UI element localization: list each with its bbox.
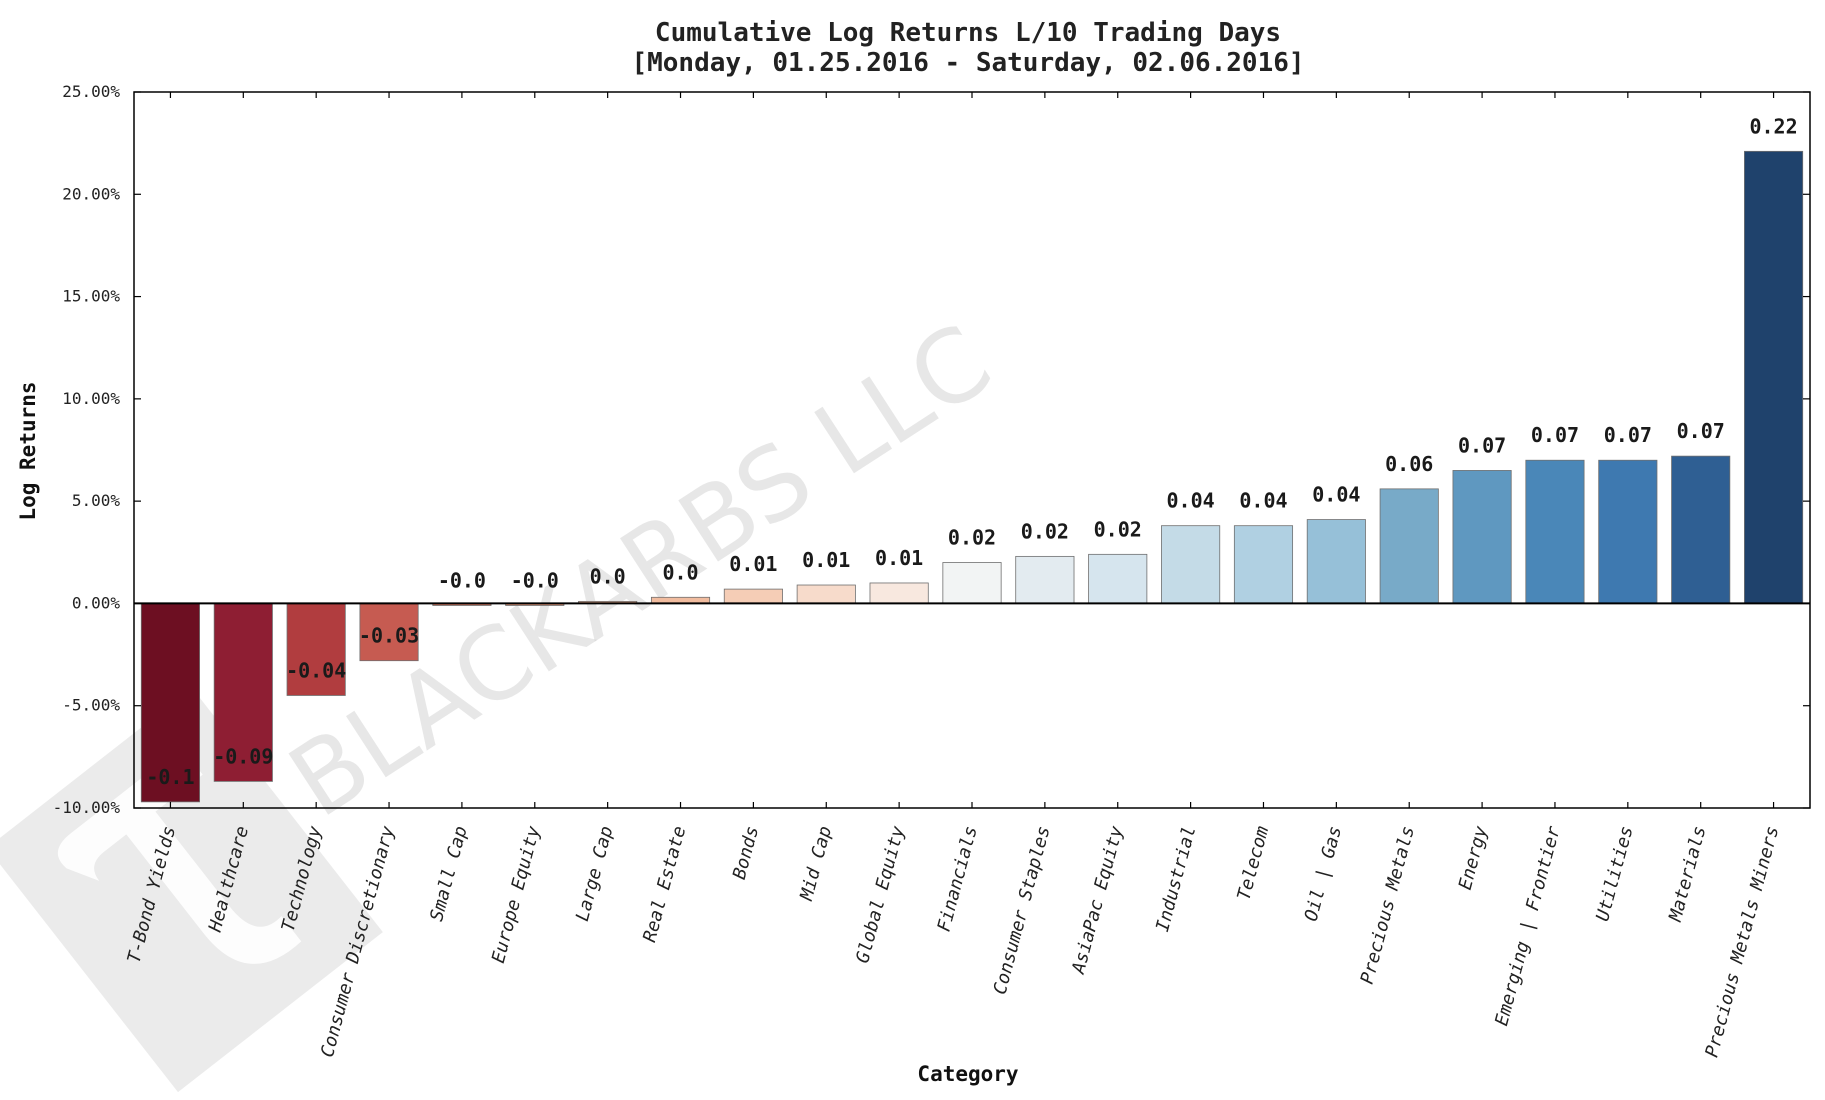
bar-value-label: 0.02 bbox=[1094, 517, 1142, 541]
x-tick-label: Oil | Gas bbox=[1301, 824, 1347, 924]
bar bbox=[359, 603, 419, 662]
bar-value-label: -0.04 bbox=[286, 658, 346, 682]
bar-value-label: 0.01 bbox=[802, 548, 850, 572]
x-tick-label: Europe Equity bbox=[488, 824, 545, 966]
y-axis-title: Log Returns bbox=[16, 381, 40, 520]
bar bbox=[1525, 459, 1585, 604]
bar-value-label: 0.07 bbox=[1458, 433, 1506, 457]
bar-value-label: 0.02 bbox=[948, 526, 996, 550]
chart-subtitle: [Monday, 01.25.2016 - Saturday, 02.06.20… bbox=[631, 48, 1304, 78]
bar bbox=[1379, 488, 1439, 604]
bar-value-label: 0.07 bbox=[1531, 423, 1579, 447]
y-tick-label: 15.00% bbox=[62, 287, 120, 306]
bar bbox=[1161, 525, 1221, 604]
y-tick-label: 0.00% bbox=[72, 593, 121, 612]
bars-group bbox=[140, 150, 1804, 803]
bar bbox=[1671, 455, 1731, 604]
x-tick-label: Precious Metals Miners bbox=[1701, 824, 1783, 1060]
y-axis: -10.00% -5.00% 0.00% 5.00% 10.00% 15.00% 20.00… bbox=[53, 82, 1810, 817]
bar-value-label: -0.0 bbox=[511, 568, 559, 592]
x-tick-label: Telecom bbox=[1233, 824, 1273, 903]
y-tick-label: -10.00% bbox=[53, 798, 121, 817]
bar-value-label: 0.22 bbox=[1749, 114, 1797, 138]
bar bbox=[1452, 470, 1512, 604]
tau-logo-icon bbox=[0, 687, 383, 1093]
bar bbox=[140, 603, 200, 803]
x-tick-label: Industrial bbox=[1152, 824, 1200, 934]
y-tick-label: -5.00% bbox=[62, 696, 120, 715]
y-tick-label: 20.00% bbox=[62, 184, 120, 203]
bar bbox=[1015, 555, 1075, 604]
bar-value-label: 0.07 bbox=[1677, 419, 1725, 443]
bar bbox=[1598, 459, 1658, 604]
x-tick-label: AsiaPac Equity bbox=[1068, 824, 1128, 977]
x-tick-label: Global Equity bbox=[852, 824, 909, 966]
x-tick-label: Mid Cap bbox=[796, 824, 836, 904]
bar-value-label: 0.07 bbox=[1604, 423, 1652, 447]
bar bbox=[286, 603, 346, 696]
bar bbox=[869, 582, 929, 604]
bar-value-label: -0.1 bbox=[146, 765, 194, 789]
chart-title: Cumulative Log Returns L/10 Trading Days bbox=[655, 18, 1281, 48]
bar bbox=[1306, 519, 1366, 604]
bar-labels-group: -0.1 -0.09 -0.04 -0.03 -0.0 -0.0 0.0 0.0 0.01 0.0… bbox=[146, 114, 1797, 789]
bar-value-label: 0.04 bbox=[1167, 489, 1215, 513]
x-tick-label: Precious Metals bbox=[1357, 824, 1419, 986]
x-tick-label: Financials bbox=[933, 824, 981, 934]
y-tick-label: 10.00% bbox=[62, 389, 120, 408]
bar-value-label: -0.0 bbox=[438, 568, 486, 592]
bar-value-label: 0.01 bbox=[729, 552, 777, 576]
y-tick-label: 25.00% bbox=[62, 82, 120, 101]
bar-value-label: -0.09 bbox=[213, 744, 273, 768]
x-tick-label: Materials bbox=[1665, 824, 1711, 925]
bar-value-label: 0.0 bbox=[590, 564, 626, 588]
x-tick-label: Consumer Staples bbox=[990, 824, 1055, 997]
bar-value-label: 0.01 bbox=[875, 546, 923, 570]
x-tick-label: Real Estate bbox=[639, 824, 690, 945]
x-tick-label: Small Cap bbox=[426, 824, 472, 924]
y-tick-label: 5.00% bbox=[72, 491, 121, 510]
x-axis-title: Category bbox=[917, 1062, 1019, 1086]
bar bbox=[213, 603, 273, 782]
bar-value-label: -0.03 bbox=[359, 624, 419, 648]
bar bbox=[723, 588, 783, 604]
bar bbox=[1233, 525, 1294, 604]
x-tick-label: Utilities bbox=[1592, 824, 1638, 924]
bar-value-label: 0.0 bbox=[662, 560, 698, 584]
x-tick-label: Emerging | Frontier bbox=[1491, 824, 1565, 1028]
x-tick-label: Large Cap bbox=[572, 824, 618, 924]
bar bbox=[1744, 150, 1804, 604]
bar bbox=[942, 562, 1002, 604]
bar-value-label: 0.04 bbox=[1239, 489, 1287, 513]
x-tick-label: Energy bbox=[1455, 824, 1492, 892]
x-tick-label: Bonds bbox=[729, 824, 763, 882]
bar-value-label: 0.02 bbox=[1021, 519, 1069, 543]
watermark-text: BLACKARBS LLC bbox=[269, 302, 1010, 840]
bar bbox=[1088, 553, 1148, 604]
bar-value-label: 0.04 bbox=[1312, 483, 1360, 507]
bar bbox=[796, 584, 856, 604]
bar-value-label: 0.06 bbox=[1385, 452, 1433, 476]
